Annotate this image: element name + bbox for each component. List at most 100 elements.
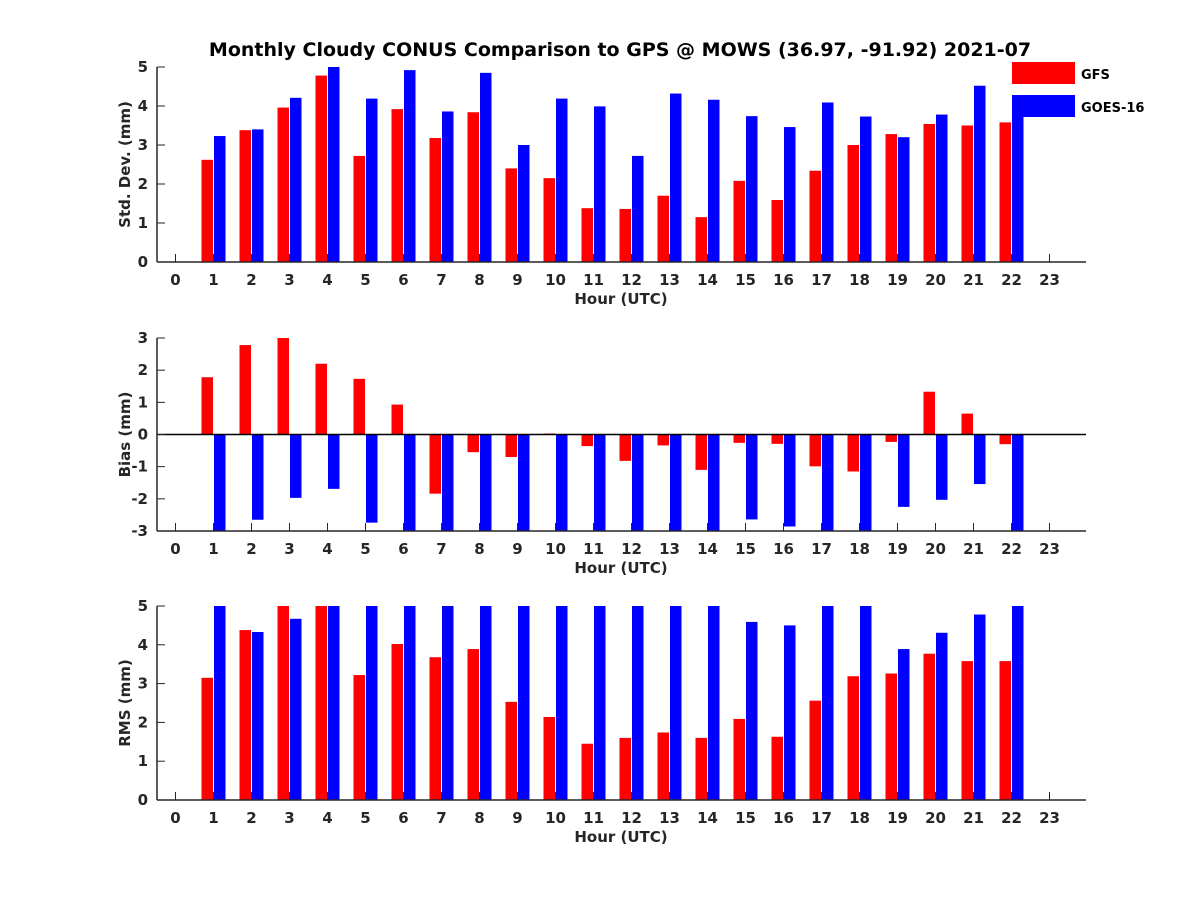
bar-gfs-hour-14 [695,434,707,470]
bar-gfs-hour-17 [809,170,821,262]
x-tick-label: 21 [963,271,984,289]
bar-gfs-hour-16 [771,199,783,262]
bar-gfs-hour-13 [657,195,669,262]
y-tick-label: 4 [138,636,148,654]
bar-goes16-hour-2 [252,632,264,800]
x-tick-label: 18 [849,271,870,289]
y-tick-label: 0 [138,253,148,271]
x-tick-label: 16 [773,271,794,289]
bar-goes16-hour-1 [214,434,226,531]
legend-swatch-goes16 [1012,95,1075,117]
bar-goes16-hour-18 [860,116,872,262]
bar-goes16-hour-7 [442,111,454,263]
bar-goes16-hour-20 [936,434,948,500]
x-tick-label: 6 [398,540,408,558]
bar-goes16-hour-9 [518,606,530,800]
x-tick-label: 13 [659,271,680,289]
bar-gfs-hour-7 [429,657,441,800]
y-tick-label: 2 [138,713,148,731]
bar-gfs-hour-22 [999,122,1011,262]
x-tick-label: 4 [322,271,332,289]
bar-goes16-hour-22 [1012,103,1024,263]
bar-gfs-hour-20 [923,391,935,435]
x-tick-label: 2 [246,540,256,558]
bar-goes16-hour-8 [480,434,492,531]
bar-gfs-hour-16 [771,736,783,800]
bar-goes16-hour-6 [404,434,416,531]
x-axis-label: Hour (UTC) [574,290,667,308]
bar-gfs-hour-6 [391,404,403,435]
x-tick-label: 4 [322,809,332,827]
bar-gfs-hour-20 [923,123,935,262]
y-tick-label: 3 [138,675,148,693]
bar-goes16-hour-2 [252,129,264,262]
bar-gfs-hour-9 [505,168,517,262]
bar-gfs-hour-15 [733,718,745,800]
bar-gfs-hour-17 [809,434,821,467]
bar-goes16-hour-4 [328,606,340,800]
bar-gfs-hour-12 [619,434,631,461]
x-tick-label: 5 [360,809,370,827]
y-tick-label: 5 [138,597,148,615]
bar-goes16-hour-3 [290,97,302,262]
y-tick-label: 2 [138,361,148,379]
x-tick-label: 20 [925,271,946,289]
bar-goes16-hour-4 [328,67,340,262]
bar-goes16-hour-10 [556,98,568,262]
bar-gfs-hour-18 [847,145,859,262]
x-tick-label: 20 [925,540,946,558]
bar-goes16-hour-20 [936,632,948,800]
bar-gfs-hour-17 [809,700,821,800]
y-tick-label: 1 [138,214,148,232]
bar-gfs-hour-11 [581,743,593,800]
bar-gfs-hour-15 [733,180,745,262]
bar-goes16-hour-7 [442,606,454,800]
bar-goes16-hour-19 [898,434,910,507]
x-tick-label: 10 [545,809,566,827]
bar-gfs-hour-16 [771,434,783,444]
x-tick-label: 9 [512,271,522,289]
x-axis-label: Hour (UTC) [574,559,667,577]
bar-gfs-hour-14 [695,737,707,800]
bar-goes16-hour-1 [214,136,226,262]
bar-goes16-hour-15 [746,621,758,800]
x-tick-label: 16 [773,809,794,827]
bar-gfs-hour-14 [695,217,707,262]
y-tick-label: -3 [131,522,148,540]
x-tick-label: 11 [583,540,604,558]
x-tick-label: 19 [887,540,908,558]
x-tick-label: 19 [887,271,908,289]
y-tick-label: 3 [138,136,148,154]
x-tick-label: 6 [398,809,408,827]
bar-gfs-hour-4 [315,606,327,800]
x-tick-label: 22 [1001,271,1022,289]
bar-gfs-hour-20 [923,653,935,800]
bar-goes16-hour-22 [1012,434,1024,531]
bar-gfs-hour-9 [505,434,517,458]
x-tick-label: 12 [621,271,642,289]
y-tick-label: 1 [138,752,148,770]
bar-goes16-hour-3 [290,434,302,498]
bar-goes16-hour-5 [366,606,378,800]
bar-goes16-hour-19 [898,649,910,800]
legend-label-goes16: GOES-16 [1081,101,1144,116]
bar-goes16-hour-7 [442,434,454,531]
bar-goes16-hour-17 [822,606,834,800]
x-tick-label: 22 [1001,540,1022,558]
x-tick-label: 17 [811,809,832,827]
x-tick-label: 14 [697,271,718,289]
x-tick-label: 21 [963,540,984,558]
bar-goes16-hour-21 [974,85,986,262]
bar-gfs-hour-21 [961,413,973,435]
bar-goes16-hour-18 [860,434,872,531]
bar-goes16-hour-19 [898,137,910,262]
y-tick-label: -2 [131,490,148,508]
x-tick-label: 22 [1001,809,1022,827]
bar-goes16-hour-17 [822,434,834,531]
bar-gfs-hour-19 [885,673,897,800]
bar-gfs-hour-2 [239,345,251,435]
x-tick-label: 21 [963,809,984,827]
bar-gfs-hour-22 [999,661,1011,800]
